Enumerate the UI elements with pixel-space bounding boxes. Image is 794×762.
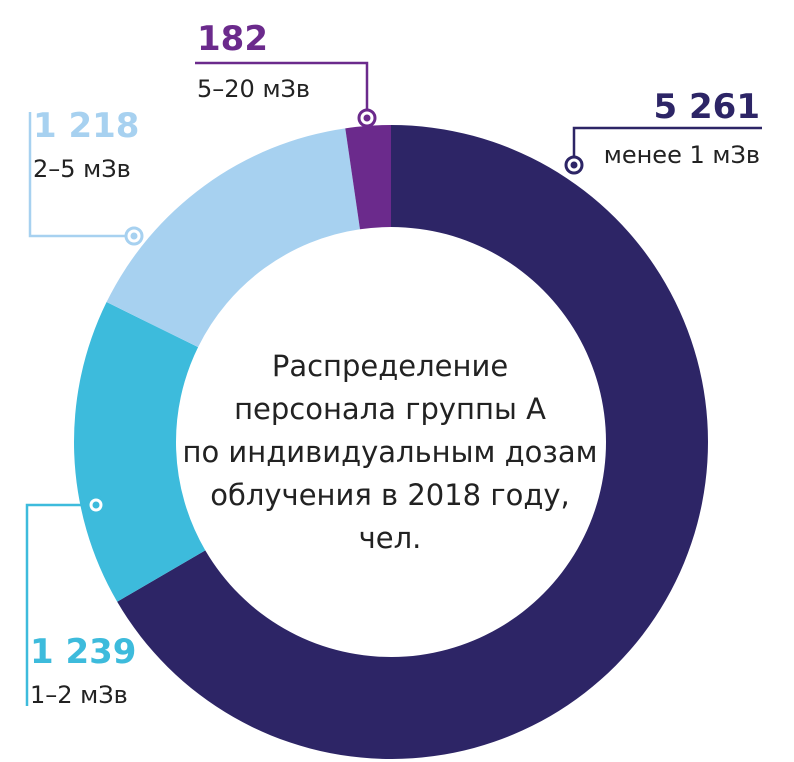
chart-title-line-3: по индивидуальным дозам: [182, 435, 598, 469]
leader-line-2: [25, 503, 96, 706]
chart-title-line-1: Распределение: [271, 349, 509, 383]
category-label-3: 2–5 мЗв: [33, 155, 131, 183]
category-label-1: менее 1 мЗв: [604, 141, 760, 169]
marker-dot-3: [130, 232, 138, 240]
marker-dot-4: [363, 114, 371, 122]
chart-title-line-4: облучения в 2018 году,: [210, 478, 570, 512]
category-label-2: 1–2 мЗв: [30, 681, 128, 709]
chart-title: Распределение персонала группы А по инди…: [160, 345, 620, 560]
value-label-1: 5 261: [654, 87, 760, 127]
chart-title-line-2: персонала группы А: [234, 392, 546, 426]
value-label-3: 1 218: [33, 106, 139, 146]
donut-slice-1: [117, 125, 709, 759]
donut-slice-4: [345, 125, 391, 230]
category-label-4: 5–20 мЗв: [197, 75, 310, 103]
leader-line-4: [195, 61, 369, 118]
value-label-2: 1 239: [30, 632, 136, 672]
chart-title-line-5: чел.: [358, 521, 422, 555]
marker-dot-2: [92, 501, 100, 509]
leader-line-3: [28, 112, 134, 238]
value-label-4: 182: [197, 19, 268, 59]
donut-slice-2: [73, 302, 206, 602]
donut-slice-3: [106, 128, 360, 348]
leader-line-1: [572, 126, 762, 165]
marker-dot-1: [570, 161, 578, 169]
